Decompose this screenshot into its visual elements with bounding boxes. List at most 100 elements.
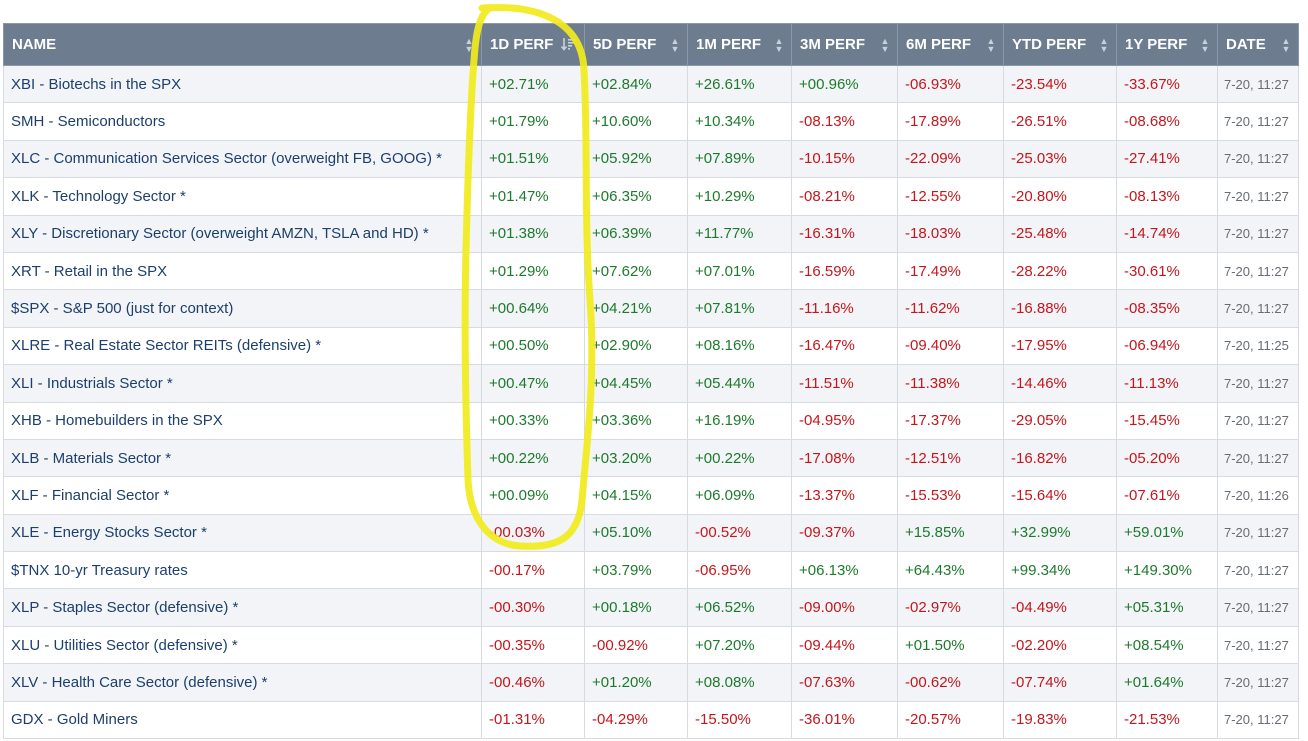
table-row[interactable]: XRT - Retail in the SPX +01.29% +07.62% +07… — [3, 251, 1299, 291]
perf-cell-m3: -10.15% — [791, 139, 898, 179]
column-header-m1[interactable]: 1M PERF ▲ ▼ — [687, 23, 792, 66]
perf-cell-y1: -08.68% — [1116, 102, 1218, 141]
table-row[interactable]: XLE - Energy Stocks Sector * -00.03% +05.1… — [3, 513, 1299, 553]
timestamp-cell: 7-20, 11:27 — [1217, 102, 1299, 141]
perf-cell-ytd: -15.64% — [1003, 476, 1117, 515]
perf-cell-ytd: -28.22% — [1003, 251, 1117, 291]
table-row[interactable]: XLK - Technology Sector * +01.47% +06.35% +… — [3, 177, 1299, 216]
column-header-label: 1M PERF — [696, 36, 762, 53]
perf-cell-d1: -00.30% — [481, 588, 585, 627]
perf-cell-m1: +10.29% — [687, 177, 792, 216]
table-row[interactable]: $SPX - S&P 500 (just for context) +00.64%… — [3, 289, 1299, 328]
ticker-name-link[interactable]: XLI - Industrials Sector * — [3, 364, 482, 403]
table-row[interactable]: XBI - Biotechs in the SPX +02.71% +02.84% +… — [3, 64, 1299, 104]
table-row[interactable]: XLU - Utilities Sector (defensive) * -00.… — [3, 625, 1299, 665]
ticker-name-link[interactable]: XLE - Energy Stocks Sector * — [3, 513, 482, 553]
perf-cell-d5: +06.39% — [584, 214, 688, 253]
table-row[interactable]: XLB - Materials Sector * +00.22% +03.20% +0… — [3, 438, 1299, 478]
ticker-name-link[interactable]: XHB - Homebuilders in the SPX — [3, 401, 482, 440]
table-row[interactable]: XLV - Health Care Sector (defensive) * -0… — [3, 663, 1299, 702]
table-row[interactable]: GDX - Gold Miners -01.31% -04.29% -15.50% -3… — [3, 700, 1299, 740]
perf-cell-m3: -07.63% — [791, 663, 898, 702]
perf-cell-d5: +01.20% — [584, 663, 688, 702]
perf-cell-m1: +16.19% — [687, 401, 792, 440]
perf-cell-d1: +00.33% — [481, 401, 585, 440]
perf-cell-d5: +05.10% — [584, 513, 688, 553]
perf-cell-m3: +06.13% — [791, 551, 898, 590]
ticker-name-link[interactable]: $TNX 10-yr Treasury rates — [3, 551, 482, 590]
table-row[interactable]: $TNX 10-yr Treasury rates -00.17% +03.79% -… — [3, 551, 1299, 590]
ticker-name-link[interactable]: XBI - Biotechs in the SPX — [3, 64, 482, 104]
perf-cell-y1: -06.94% — [1116, 326, 1218, 366]
column-header-date[interactable]: DATE ▲ ▼ — [1217, 23, 1299, 66]
table-row[interactable]: XLY - Discretionary Sector (overweight A… — [3, 214, 1299, 253]
ticker-name-link[interactable]: SMH - Semiconductors — [3, 102, 482, 141]
timestamp-cell: 7-20, 11:27 — [1217, 289, 1299, 328]
table-row[interactable]: XLP - Staples Sector (defensive) * -00.30… — [3, 588, 1299, 627]
perf-cell-m6: -22.09% — [897, 139, 1004, 179]
sort-arrows-icon[interactable]: ▲ ▼ — [1281, 36, 1291, 54]
perf-cell-d5: +03.36% — [584, 401, 688, 440]
column-header-label: YTD PERF — [1012, 36, 1087, 53]
perf-cell-ytd: -26.51% — [1003, 102, 1117, 141]
perf-cell-d5: +04.45% — [584, 364, 688, 403]
ticker-name-link[interactable]: XLP - Staples Sector (defensive) * — [3, 588, 482, 627]
perf-cell-d1: -00.03% — [481, 513, 585, 553]
table-row[interactable]: XLRE - Real Estate Sector REITs (defensi… — [3, 326, 1299, 366]
table-row[interactable]: XLF - Financial Sector * +00.09% +04.15% +0… — [3, 476, 1299, 515]
perf-cell-d1: +01.29% — [481, 251, 585, 291]
ticker-name-link[interactable]: GDX - Gold Miners — [3, 700, 482, 740]
perf-cell-d1: +01.79% — [481, 102, 585, 141]
column-header-ytd[interactable]: YTD PERF ▲ ▼ — [1003, 23, 1117, 66]
perf-cell-m6: -12.55% — [897, 177, 1004, 216]
perf-cell-ytd: -04.49% — [1003, 588, 1117, 627]
perf-cell-ytd: -29.05% — [1003, 401, 1117, 440]
perf-cell-d5: +05.92% — [584, 139, 688, 179]
ticker-name-link[interactable]: XLU - Utilities Sector (defensive) * — [3, 625, 482, 665]
ticker-name-link[interactable]: $SPX - S&P 500 (just for context) — [3, 289, 482, 328]
perf-cell-ytd: -23.54% — [1003, 64, 1117, 104]
perf-cell-d1: +00.50% — [481, 326, 585, 366]
ticker-name-link[interactable]: XLK - Technology Sector * — [3, 177, 482, 216]
perf-cell-m6: -18.03% — [897, 214, 1004, 253]
column-header-name[interactable]: NAME ▲ ▼ — [3, 23, 482, 66]
perf-cell-m3: -16.31% — [791, 214, 898, 253]
sort-arrows-icon[interactable]: ▲ ▼ — [880, 36, 890, 54]
table-row[interactable]: XHB - Homebuilders in the SPX +00.33% +03.… — [3, 401, 1299, 440]
perf-cell-d1: +01.38% — [481, 214, 585, 253]
ticker-name-link[interactable]: XLB - Materials Sector * — [3, 438, 482, 478]
sort-arrows-icon[interactable]: ▲ ▼ — [1200, 36, 1210, 54]
table-row[interactable]: XLC - Communication Services Sector (ove… — [3, 139, 1299, 179]
column-header-m3[interactable]: 3M PERF ▲ ▼ — [791, 23, 898, 66]
perf-cell-m1: +07.01% — [687, 251, 792, 291]
perf-cell-m6: -17.89% — [897, 102, 1004, 141]
perf-cell-m3: -16.47% — [791, 326, 898, 366]
ticker-name-link[interactable]: XRT - Retail in the SPX — [3, 251, 482, 291]
perf-cell-d5: +07.62% — [584, 251, 688, 291]
perf-cell-y1: -14.74% — [1116, 214, 1218, 253]
timestamp-cell: 7-20, 11:27 — [1217, 251, 1299, 291]
perf-cell-y1: -27.41% — [1116, 139, 1218, 179]
ticker-name-link[interactable]: XLY - Discretionary Sector (overweight A… — [3, 214, 482, 253]
ticker-name-link[interactable]: XLF - Financial Sector * — [3, 476, 482, 515]
perf-cell-d5: +10.60% — [584, 102, 688, 141]
sort-arrows-icon[interactable]: ▲ ▼ — [464, 36, 474, 54]
ticker-name-link[interactable]: XLC - Communication Services Sector (ove… — [3, 139, 482, 179]
perf-cell-m3: -04.95% — [791, 401, 898, 440]
column-header-m6[interactable]: 6M PERF ▲ ▼ — [897, 23, 1004, 66]
perf-cell-d1: +01.47% — [481, 177, 585, 216]
table-row[interactable]: SMH - Semiconductors +01.79% +10.60% +10.34… — [3, 102, 1299, 141]
table-row[interactable]: XLI - Industrials Sector * +00.47% +04.45%… — [3, 364, 1299, 403]
column-header-d1[interactable]: 1D PERF — [481, 23, 585, 66]
column-header-d5[interactable]: 5D PERF ▲ ▼ — [584, 23, 688, 66]
sort-arrows-icon[interactable]: ▲ ▼ — [670, 36, 680, 54]
ticker-name-link[interactable]: XLRE - Real Estate Sector REITs (defensi… — [3, 326, 482, 366]
column-header-y1[interactable]: 1Y PERF ▲ ▼ — [1116, 23, 1218, 66]
table-header: NAME ▲ ▼ 1D PERF 5D PERF ▲ ▼ 1M PERF ▲ ▼ 3M PERF ▲ ▼… — [3, 23, 1299, 66]
sort-arrows-icon[interactable]: ▲ ▼ — [1099, 36, 1109, 54]
sort-arrows-icon[interactable]: ▲ ▼ — [986, 36, 996, 54]
sort-descending-icon[interactable] — [560, 36, 576, 52]
sort-arrows-icon[interactable]: ▲ ▼ — [774, 36, 784, 54]
ticker-name-link[interactable]: XLV - Health Care Sector (defensive) * — [3, 663, 482, 702]
